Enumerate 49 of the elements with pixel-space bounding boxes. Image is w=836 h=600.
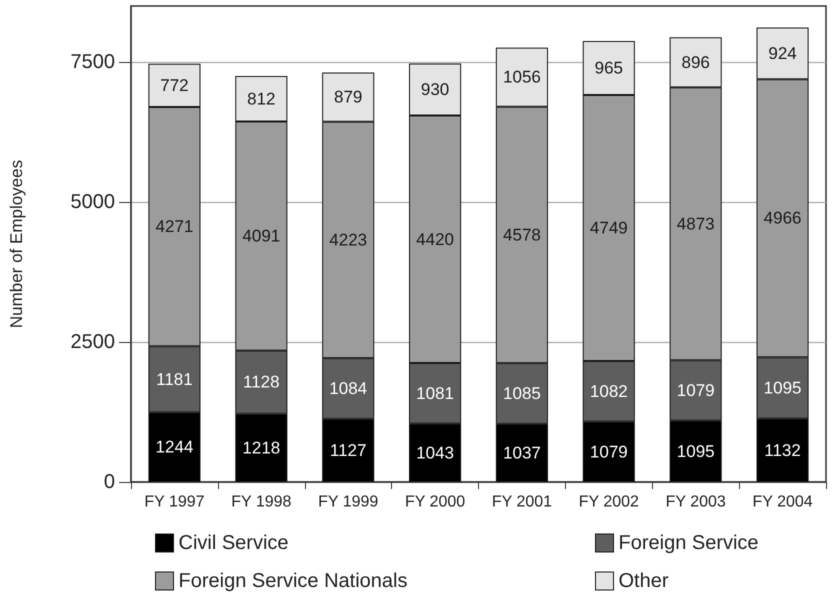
data-label: 1037 <box>503 443 541 462</box>
x-tick-label: FY 2000 <box>404 494 466 510</box>
data-label: 772 <box>160 76 189 95</box>
data-label: 1244 <box>156 438 194 457</box>
legend-label: Civil Service <box>178 532 289 554</box>
data-label: 1043 <box>416 443 454 462</box>
data-label: 4578 <box>503 225 541 244</box>
data-label: 1084 <box>329 379 368 398</box>
y-tick-label: 2500 <box>70 331 115 353</box>
data-label: 812 <box>247 89 276 108</box>
legend-label: Foreign Service Nationals <box>178 570 408 592</box>
data-label: 4420 <box>416 230 454 249</box>
data-label: 4873 <box>676 214 715 234</box>
x-tick-label: FY 1998 <box>231 494 292 510</box>
data-label: 930 <box>420 80 450 99</box>
y-tick-label: 5000 <box>70 191 115 213</box>
y-axis-title: Number of Employees <box>7 160 26 328</box>
x-tick-label: FY 2004 <box>752 494 813 510</box>
data-label: 1079 <box>590 442 628 462</box>
data-label: 879 <box>334 88 362 107</box>
x-tick-label: FY 1997 <box>144 494 205 510</box>
data-label: 1095 <box>764 378 802 398</box>
x-tick-label: FY 2003 <box>666 494 726 510</box>
data-label: 1132 <box>764 440 801 460</box>
data-label: 1095 <box>676 442 715 461</box>
data-label: 1127 <box>330 440 366 460</box>
data-label: 965 <box>594 58 623 78</box>
data-label: 1056 <box>503 68 541 87</box>
data-label: 4271 <box>156 217 194 236</box>
x-tick-label: FY 1999 <box>318 494 378 510</box>
data-label: 4091 <box>242 226 280 246</box>
legend-label: Foreign Service <box>618 532 759 554</box>
legend-label: Other <box>618 570 669 592</box>
y-tick-label: 0 <box>104 471 115 493</box>
data-label: 4223 <box>329 230 368 250</box>
data-label: 1079 <box>676 380 715 400</box>
data-label: 1082 <box>590 382 628 401</box>
data-label: 1181 <box>156 370 193 389</box>
x-tick-label: FY 2002 <box>578 494 640 510</box>
x-tick-label: FY 2001 <box>492 494 552 510</box>
data-label: 1081 <box>416 384 454 403</box>
data-label: 924 <box>768 44 797 63</box>
y-tick-label: 7500 <box>70 51 115 73</box>
data-label: 896 <box>682 52 710 72</box>
data-label: 1218 <box>242 438 280 458</box>
data-label: 4966 <box>764 208 802 228</box>
data-label: 1128 <box>243 372 280 392</box>
data-label: 4749 <box>590 218 628 238</box>
data-label: 1085 <box>503 384 541 404</box>
